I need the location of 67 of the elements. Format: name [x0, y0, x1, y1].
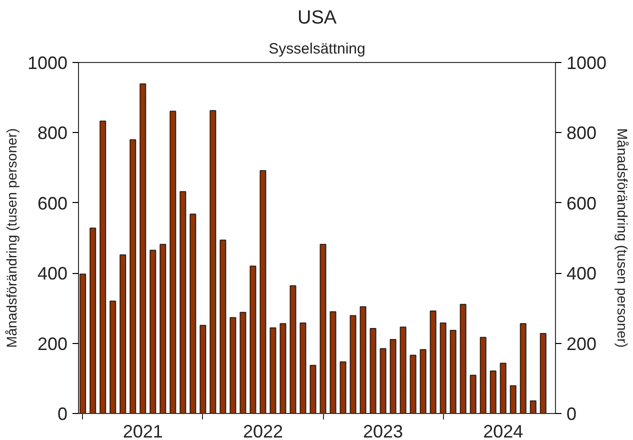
bar: [80, 274, 86, 414]
bar: [330, 311, 336, 414]
y2-tick-label: 0: [566, 404, 577, 424]
y2-axis-title: Månadsförändring (tusen personer): [614, 128, 631, 348]
bar: [210, 110, 216, 414]
bar: [490, 370, 496, 414]
bar: [380, 348, 386, 414]
y-tick-label: 200: [37, 334, 68, 354]
bar: [270, 327, 276, 414]
bar: [540, 332, 546, 414]
bar: [130, 139, 136, 414]
bar: [470, 374, 476, 414]
y2-tick-label: 1000: [566, 53, 607, 73]
y2-tick-label: 400: [566, 264, 597, 284]
chart-title: USA: [297, 8, 337, 28]
bar: [460, 304, 466, 414]
bar: [300, 322, 306, 414]
y-tick-label: 1000: [27, 53, 68, 73]
bar: [500, 362, 506, 414]
bar: [350, 315, 356, 414]
bar: [310, 364, 316, 414]
bar: [200, 324, 206, 414]
bar: [90, 228, 96, 414]
bar: [290, 285, 296, 414]
y2-tick-label: 600: [566, 193, 597, 214]
bar: [320, 244, 326, 414]
bar: [420, 349, 426, 414]
x-tick-label: 2021: [122, 422, 163, 440]
bar: [160, 244, 166, 414]
y2-tick-label: 200: [566, 334, 597, 354]
bar: [230, 317, 236, 414]
y-tick-label: 0: [57, 404, 68, 424]
bar: [410, 354, 416, 414]
y2-tick-label: 800: [566, 123, 597, 144]
bar: [520, 323, 526, 414]
x-tick-label: 2024: [483, 422, 524, 440]
bar: [120, 254, 126, 414]
bar: [150, 250, 156, 414]
bar: [480, 336, 486, 414]
bar: [360, 306, 366, 414]
bar: [450, 330, 456, 414]
bar: [530, 400, 536, 414]
bar: [340, 361, 346, 414]
bar: [430, 310, 436, 414]
x-tick-label: 2022: [242, 422, 283, 440]
bar: [240, 312, 246, 414]
bar: [510, 385, 516, 414]
bar: [110, 300, 116, 414]
y-tick-label: 600: [37, 193, 68, 214]
bar: [170, 110, 176, 414]
bar: [390, 338, 396, 414]
x-tick-label: 2023: [363, 422, 404, 440]
bar: [100, 120, 106, 414]
y-tick-label: 800: [37, 123, 68, 144]
bar: [280, 323, 286, 414]
bar: [260, 170, 266, 414]
bar: [250, 266, 256, 414]
bar: [220, 240, 226, 414]
bar: [370, 328, 376, 414]
bar: [440, 322, 446, 414]
y-axis-title: Månadsförändring (tusen personer): [3, 128, 20, 348]
bar: [140, 83, 146, 414]
bar: [190, 214, 196, 414]
bar: [400, 326, 406, 414]
bar: [180, 191, 186, 414]
chart-subtitle: Sysselsättning: [268, 40, 366, 58]
y-tick-label: 400: [37, 264, 68, 284]
